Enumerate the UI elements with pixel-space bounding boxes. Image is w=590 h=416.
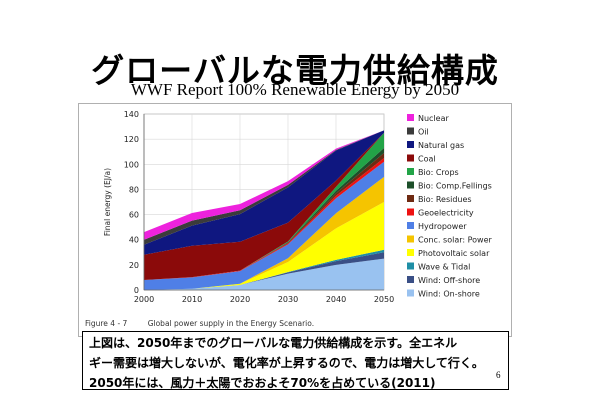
area-coal	[144, 132, 384, 280]
legend-swatch-hydropower	[407, 222, 414, 229]
area-hydropower	[144, 161, 384, 290]
note-line-3: 2050年には、風力＋太陽でおおよそ70%を占めている(2011)	[89, 376, 436, 390]
legend-label-nuclear: Nuclear	[418, 114, 450, 123]
slide-title: グローバルな電力供給構成	[91, 51, 499, 90]
area-photovoltaic-solar	[144, 202, 384, 290]
x-tick-label: 2010	[182, 295, 202, 304]
y-tick-label: 0	[134, 286, 139, 295]
legend-label-natural-gas: Natural gas	[418, 141, 464, 150]
y-axis-label: Final energy (EJ/a)	[103, 168, 112, 236]
y-tick-label: 20	[129, 261, 139, 270]
legend-label-wind-on-shore: Wind: On-shore	[418, 290, 480, 299]
legend-swatch-wind-on-shore	[407, 289, 414, 297]
note-line-2: ギー需要は増大しないが、電化率が上昇するので、電力は増大して行く。	[89, 356, 484, 370]
y-tick-label: 100	[124, 160, 139, 169]
x-tick-label: 2030	[278, 295, 298, 304]
note-textbox: 上図は、2050年までのグローバルな電力供給構成を示す。全エネル ギー需要は増大…	[82, 331, 509, 390]
legend-label-bio-residues: Bio: Residues	[418, 195, 472, 204]
x-tick-label: 2020	[230, 295, 250, 304]
y-tick-label: 120	[124, 135, 139, 144]
legend-swatch-photovoltaic-solar	[407, 249, 414, 256]
legend-label-conc-solar-power: Conc. solar: Power	[418, 236, 493, 245]
area-natural-gas	[144, 130, 384, 255]
figure-caption: Figure 4 - 7 Global power supply in the …	[85, 319, 332, 328]
y-tick-label: 80	[129, 185, 139, 194]
legend-swatch-wave-tidal	[407, 262, 414, 270]
legend-swatch-natural-gas	[407, 141, 414, 148]
x-tick-label: 2000	[134, 295, 154, 304]
y-tick-label: 40	[129, 236, 139, 245]
note-line-1: 上図は、2050年までのグローバルな電力供給構成を示す。全エネル	[89, 336, 458, 350]
area-wind-on-shore	[144, 258, 384, 290]
figure-number: Figure 4 - 7	[85, 319, 128, 328]
legend-swatch-oil	[407, 127, 414, 135]
y-tick-label: 60	[129, 211, 139, 220]
legend-swatch-wind-off-shore	[407, 276, 414, 283]
legend-label-oil: Oil	[418, 128, 429, 137]
legend-label-coal: Coal	[418, 155, 436, 164]
legend-label-hydropower: Hydropower	[418, 222, 467, 231]
legend-label-bio-crops: Bio: Crops	[418, 168, 459, 177]
legend-swatch-bio-residues	[407, 195, 414, 202]
x-tick-label: 2040	[326, 295, 346, 304]
y-tick-label: 140	[124, 110, 139, 119]
legend-swatch-bio-crops	[407, 168, 414, 175]
legend-label-photovoltaic-solar: Photovoltaic solar	[418, 249, 490, 258]
area-nuclear	[144, 130, 384, 240]
legend-swatch-geoelectricity	[407, 208, 414, 216]
legend-swatch-coal	[407, 154, 414, 162]
legend-swatch-bio-comp-fellings	[407, 181, 414, 189]
slide-subtitle: WWF Report 100% Renewable Energy by 2050	[130, 80, 460, 99]
figure-frame: 0 20 40 60 80 100 120 140 2000 2010 2020 2030 2040 20…	[78, 103, 512, 337]
legend-swatch-conc-solar-power	[407, 235, 414, 243]
legend-label-wave-tidal: Wave & Tidal	[418, 263, 470, 272]
legend-swatch-nuclear	[407, 114, 414, 121]
legend-label-wind-off-shore: Wind: Off-shore	[418, 276, 480, 285]
legend-label-geoelectricity: Geoelectricity	[418, 209, 474, 218]
figure-caption-text: Global power supply in the Energy Scenar…	[147, 319, 315, 328]
page-number: 6	[496, 370, 501, 380]
area-oil	[144, 130, 384, 245]
legend-label-bio-comp-fellings: Bio: Comp.Fellings	[418, 182, 492, 191]
x-tick-label: 2050	[374, 295, 394, 304]
